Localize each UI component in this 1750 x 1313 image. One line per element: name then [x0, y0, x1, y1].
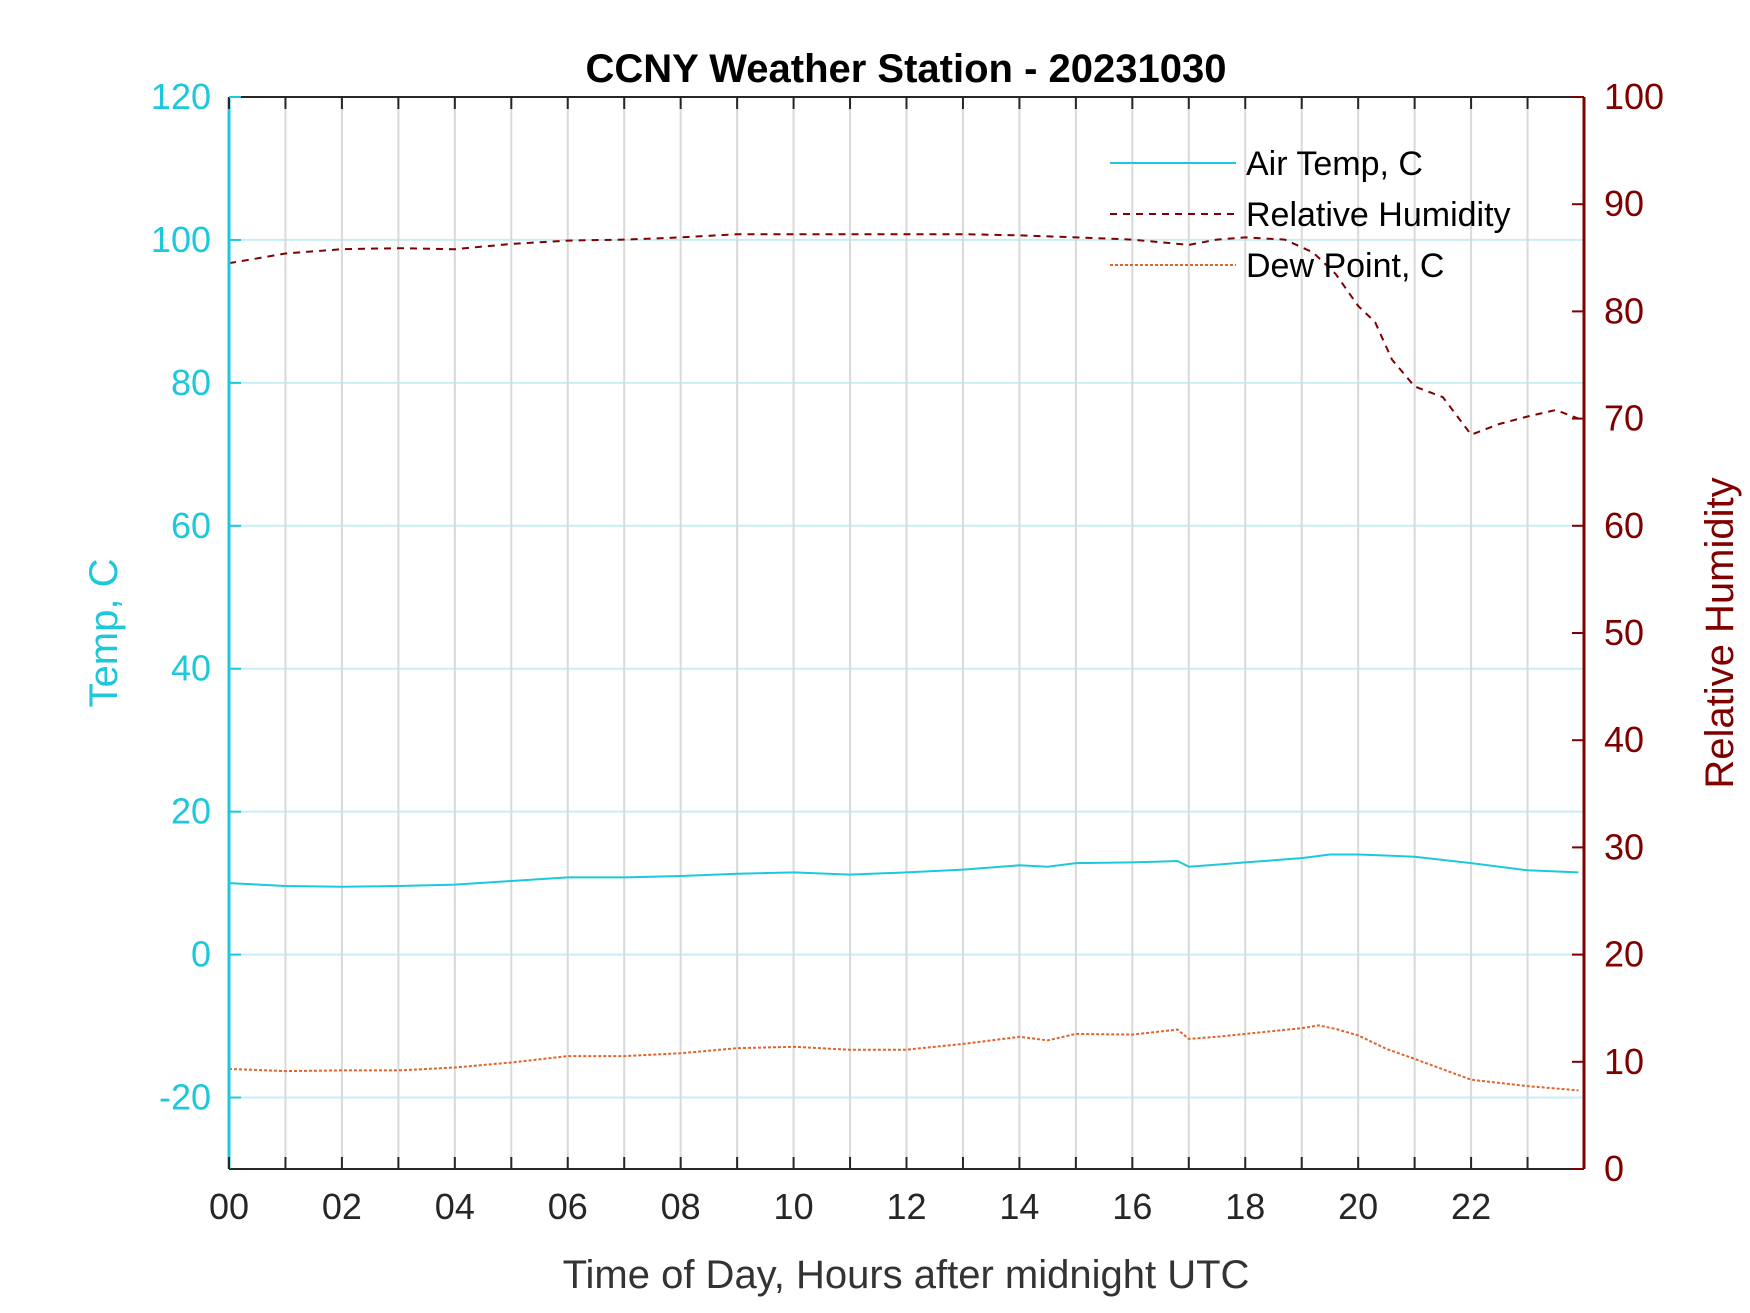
series-line-3 [228, 1024, 1579, 1092]
y-tick-label-left: 100 [151, 219, 211, 260]
legend-label-3: Dew Point, C [1246, 247, 1444, 285]
x-tick-label: 00 [209, 1186, 249, 1227]
y-tick-label-right: 40 [1604, 719, 1644, 760]
y-axis-label-right: Relative Humidity [1698, 477, 1742, 788]
x-tick-label: 22 [1451, 1186, 1491, 1227]
x-tick-label: 10 [774, 1186, 814, 1227]
y-tick-label-right: 100 [1604, 76, 1664, 117]
x-tick-label: 16 [1112, 1186, 1152, 1227]
y-tick-label-left: 0 [191, 934, 211, 975]
x-tick-label: 18 [1225, 1186, 1265, 1227]
y-tick-label-left: -20 [159, 1077, 211, 1118]
y-tick-label-right: 20 [1604, 934, 1644, 975]
y-tick-label-left: 120 [151, 76, 211, 117]
x-tick-label: 08 [661, 1186, 701, 1227]
legend-label-2: Relative Humidity [1246, 196, 1511, 234]
series-line-1 [228, 853, 1579, 888]
y-tick-label-left: 60 [171, 505, 211, 546]
tick-labels: 00 02 04 06 08 10 12 14 16 18 20 22120100806040200-… [151, 76, 1664, 1227]
x-axis-label: Time of Day, Hours after midnight UTC [563, 1253, 1250, 1297]
y-tick-label-right: 60 [1604, 505, 1644, 546]
chart-title: CCNY Weather Station - 20231030 [586, 47, 1227, 91]
y-tick-label-right: 80 [1604, 290, 1644, 331]
legend-label-1: Air Temp, C [1246, 145, 1423, 183]
y-tick-label-right: 90 [1604, 183, 1644, 224]
series-layer [228, 233, 1579, 1092]
vertical-grid [284, 97, 1529, 1169]
y-tick-label-right: 50 [1604, 612, 1644, 653]
y-tick-label-right: 10 [1604, 1041, 1644, 1082]
legend: Air Temp, C Relative Humidity Dew Point, C [1110, 145, 1511, 285]
y-tick-label-left: 80 [171, 362, 211, 403]
y-tick-label-right: 30 [1604, 826, 1644, 867]
x-tick-label: 04 [435, 1186, 475, 1227]
y-tick-label-left: 40 [171, 648, 211, 689]
series-line-2 [228, 233, 1579, 436]
x-tick-label: 20 [1338, 1186, 1378, 1227]
y-tick-label-left: 20 [171, 791, 211, 832]
y-tick-label-right: 70 [1604, 398, 1644, 439]
y-axis-label-left: Temp, C [82, 559, 126, 708]
y-tick-label-right: 0 [1604, 1148, 1624, 1189]
x-tick-label: 06 [548, 1186, 588, 1227]
x-tick-label: 02 [322, 1186, 362, 1227]
x-tick-label: 14 [999, 1186, 1039, 1227]
tick-marks [228, 96, 1584, 1170]
x-tick-label: 12 [886, 1186, 926, 1227]
